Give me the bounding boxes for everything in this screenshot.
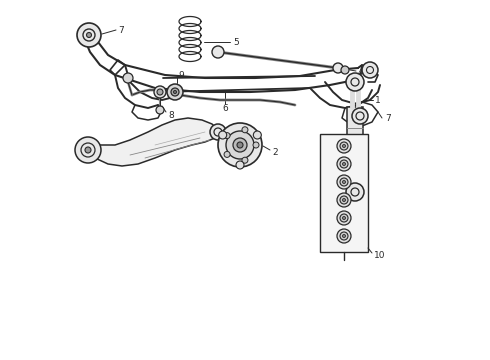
Circle shape bbox=[253, 131, 261, 139]
Circle shape bbox=[346, 73, 364, 91]
Bar bbox=[347, 107, 363, 162]
Circle shape bbox=[253, 142, 259, 148]
Circle shape bbox=[340, 160, 348, 168]
Circle shape bbox=[154, 86, 166, 98]
Text: 7: 7 bbox=[385, 113, 391, 122]
Circle shape bbox=[233, 138, 247, 152]
Circle shape bbox=[242, 127, 248, 133]
Circle shape bbox=[75, 137, 101, 163]
Circle shape bbox=[343, 180, 345, 184]
Circle shape bbox=[340, 178, 348, 186]
Circle shape bbox=[343, 216, 345, 220]
Circle shape bbox=[337, 211, 351, 225]
Circle shape bbox=[362, 62, 378, 78]
Text: 4: 4 bbox=[358, 68, 364, 77]
Circle shape bbox=[212, 46, 224, 58]
Circle shape bbox=[210, 124, 226, 140]
Circle shape bbox=[337, 229, 351, 243]
Circle shape bbox=[337, 193, 351, 207]
Text: 1: 1 bbox=[375, 95, 381, 104]
Circle shape bbox=[123, 73, 133, 83]
Text: 7: 7 bbox=[118, 26, 124, 35]
Text: 9: 9 bbox=[178, 71, 184, 80]
Circle shape bbox=[224, 152, 230, 157]
Circle shape bbox=[237, 142, 243, 148]
Circle shape bbox=[218, 123, 262, 167]
Polygon shape bbox=[88, 118, 218, 166]
Circle shape bbox=[340, 232, 348, 240]
Circle shape bbox=[226, 131, 254, 159]
Circle shape bbox=[337, 157, 351, 171]
Text: 2: 2 bbox=[272, 148, 278, 157]
Circle shape bbox=[340, 214, 348, 222]
Circle shape bbox=[173, 90, 176, 94]
Circle shape bbox=[343, 234, 345, 238]
Text: 5: 5 bbox=[233, 37, 239, 46]
Circle shape bbox=[343, 162, 345, 166]
Circle shape bbox=[236, 161, 244, 169]
Circle shape bbox=[341, 66, 349, 74]
Circle shape bbox=[242, 157, 248, 163]
Circle shape bbox=[157, 89, 163, 95]
Text: 10: 10 bbox=[374, 251, 386, 260]
Circle shape bbox=[343, 144, 345, 148]
Circle shape bbox=[352, 108, 368, 124]
Circle shape bbox=[337, 175, 351, 189]
Circle shape bbox=[343, 198, 345, 202]
Circle shape bbox=[224, 132, 230, 139]
Text: 3: 3 bbox=[232, 135, 238, 144]
Circle shape bbox=[171, 88, 179, 96]
Circle shape bbox=[340, 196, 348, 204]
Circle shape bbox=[337, 139, 351, 153]
Circle shape bbox=[340, 142, 348, 150]
Circle shape bbox=[156, 106, 164, 114]
Circle shape bbox=[346, 183, 364, 201]
Circle shape bbox=[87, 32, 92, 37]
Circle shape bbox=[85, 147, 91, 153]
Circle shape bbox=[333, 63, 343, 73]
Bar bbox=[320, 134, 368, 252]
Circle shape bbox=[167, 84, 183, 100]
Circle shape bbox=[77, 23, 101, 47]
Text: 6: 6 bbox=[222, 104, 228, 112]
Text: 8: 8 bbox=[168, 111, 174, 120]
Circle shape bbox=[219, 131, 227, 139]
